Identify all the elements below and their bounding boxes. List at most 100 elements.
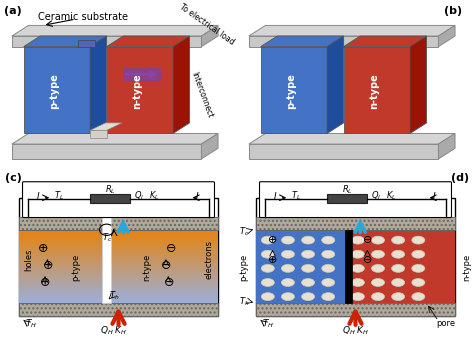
Polygon shape (107, 255, 218, 256)
Polygon shape (19, 252, 107, 253)
Ellipse shape (412, 236, 425, 244)
Text: $\ominus$: $\ominus$ (160, 259, 172, 272)
Polygon shape (256, 217, 455, 230)
Polygon shape (256, 230, 348, 303)
Text: $Q_H$ $K_H$: $Q_H$ $K_H$ (342, 324, 369, 337)
Ellipse shape (301, 293, 315, 301)
Text: $\oplus$: $\oplus$ (267, 234, 278, 245)
Polygon shape (107, 247, 218, 249)
Polygon shape (107, 36, 190, 47)
Polygon shape (19, 234, 107, 236)
Ellipse shape (282, 250, 294, 258)
Ellipse shape (301, 279, 315, 286)
Polygon shape (107, 299, 218, 300)
Text: $T_H$: $T_H$ (25, 318, 37, 330)
Polygon shape (90, 194, 130, 203)
Text: p-type: p-type (286, 73, 297, 109)
Polygon shape (19, 285, 107, 287)
Polygon shape (107, 270, 218, 271)
Ellipse shape (392, 264, 405, 272)
Ellipse shape (392, 279, 405, 286)
Text: $\ominus$: $\ominus$ (362, 234, 373, 245)
Text: $R_L$: $R_L$ (342, 184, 353, 197)
Text: n-type: n-type (369, 73, 380, 109)
Polygon shape (107, 300, 218, 302)
Text: $\oplus$: $\oplus$ (267, 254, 278, 265)
Text: $T_h$: $T_h$ (109, 290, 119, 302)
Polygon shape (19, 244, 107, 246)
Polygon shape (256, 198, 455, 316)
Polygon shape (107, 287, 218, 288)
Ellipse shape (372, 250, 384, 258)
Polygon shape (19, 249, 107, 250)
Polygon shape (107, 284, 218, 285)
Polygon shape (107, 275, 218, 277)
Polygon shape (107, 241, 218, 243)
Ellipse shape (322, 279, 335, 286)
Polygon shape (256, 303, 455, 316)
Polygon shape (107, 233, 218, 234)
Polygon shape (107, 283, 218, 284)
Ellipse shape (282, 264, 294, 272)
Polygon shape (19, 290, 107, 292)
Polygon shape (19, 281, 107, 283)
Ellipse shape (322, 250, 335, 258)
Polygon shape (107, 258, 218, 259)
Ellipse shape (301, 264, 315, 272)
Polygon shape (19, 284, 107, 285)
Text: Interconnect: Interconnect (190, 71, 215, 120)
Text: $Q_l$: $Q_l$ (371, 190, 381, 202)
Ellipse shape (261, 279, 274, 286)
Polygon shape (107, 302, 218, 303)
Polygon shape (19, 261, 107, 262)
Polygon shape (107, 236, 218, 237)
Text: n-type: n-type (143, 254, 151, 281)
Polygon shape (107, 292, 218, 293)
Text: $Q_l$: $Q_l$ (134, 190, 144, 202)
Polygon shape (19, 258, 107, 259)
Polygon shape (19, 287, 107, 288)
Ellipse shape (351, 279, 365, 286)
Polygon shape (19, 237, 107, 239)
Polygon shape (19, 265, 107, 266)
Polygon shape (24, 36, 107, 47)
Text: $\oplus$: $\oplus$ (42, 259, 53, 272)
Ellipse shape (322, 293, 335, 301)
Polygon shape (107, 288, 218, 290)
Polygon shape (19, 302, 107, 303)
Polygon shape (438, 25, 455, 47)
Polygon shape (345, 230, 352, 303)
Polygon shape (107, 272, 218, 274)
Polygon shape (19, 253, 107, 255)
Polygon shape (107, 285, 218, 287)
Ellipse shape (301, 236, 315, 244)
Text: n-type: n-type (463, 254, 471, 281)
Polygon shape (19, 283, 107, 284)
Polygon shape (107, 290, 218, 292)
Polygon shape (249, 36, 438, 47)
Polygon shape (107, 256, 218, 258)
Polygon shape (19, 292, 107, 293)
Polygon shape (19, 300, 107, 302)
Text: pore: pore (436, 319, 455, 328)
Polygon shape (19, 259, 107, 261)
Polygon shape (107, 278, 218, 280)
Polygon shape (107, 268, 218, 270)
Ellipse shape (372, 279, 384, 286)
Polygon shape (19, 278, 107, 280)
Polygon shape (19, 270, 107, 271)
Text: $I$: $I$ (194, 191, 199, 201)
Polygon shape (261, 47, 327, 134)
Polygon shape (19, 277, 107, 278)
Ellipse shape (392, 236, 405, 244)
Polygon shape (12, 25, 218, 36)
Text: $\ominus$: $\ominus$ (165, 242, 176, 255)
Polygon shape (19, 303, 218, 316)
Polygon shape (107, 277, 218, 278)
Polygon shape (19, 243, 107, 244)
Polygon shape (348, 230, 455, 303)
Polygon shape (327, 36, 344, 134)
Polygon shape (19, 296, 107, 297)
Text: $T_L$: $T_L$ (54, 190, 64, 202)
Polygon shape (107, 239, 218, 240)
